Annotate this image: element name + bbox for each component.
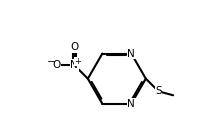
Text: S: S (155, 86, 162, 96)
Text: −: − (47, 57, 56, 67)
Text: N: N (127, 99, 135, 109)
Text: +: + (74, 57, 81, 66)
Text: N: N (127, 49, 135, 59)
Text: O: O (70, 42, 78, 52)
Text: N: N (70, 60, 78, 70)
Text: O: O (52, 60, 60, 70)
